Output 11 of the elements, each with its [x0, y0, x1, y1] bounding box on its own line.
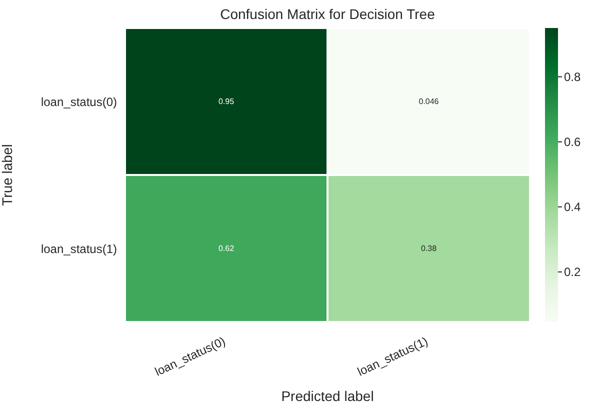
y-axis-title: True label: [0, 144, 15, 206]
data-label: 0.95: [218, 97, 235, 106]
color-bar-label: 0.2: [564, 264, 582, 279]
chart-title: Confusion Matrix for Decision Tree: [219, 6, 436, 22]
data-label: 0.38: [420, 244, 438, 253]
color-bar-label: 0.4: [564, 200, 582, 214]
color-bar-label: 0.8: [564, 70, 582, 84]
x-axis-title: Predicted label: [281, 388, 374, 404]
data-label: 0.62: [218, 244, 235, 253]
data-label: 0.046: [418, 97, 440, 106]
color-bar-label: 0.6: [564, 134, 582, 149]
